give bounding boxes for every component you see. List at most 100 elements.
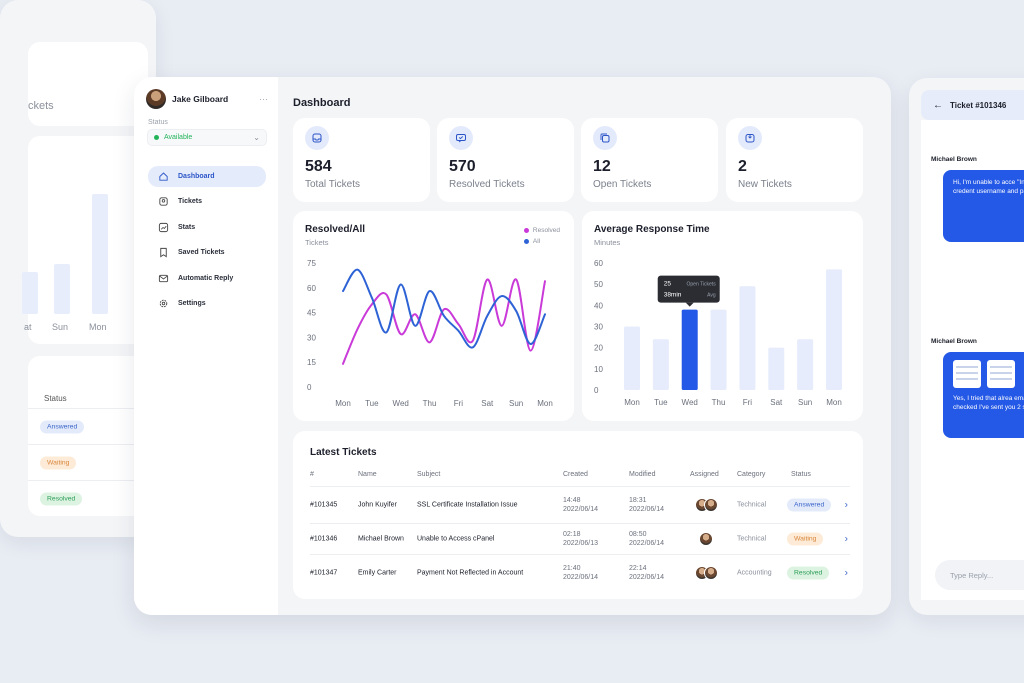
ticket-modified: 18:31 2022/06/14 (629, 496, 664, 514)
avatar (704, 566, 718, 580)
stat-label: New Tickets (738, 179, 792, 190)
sidebar-item-label: Saved Tickets (178, 249, 225, 257)
chart-ylabel: Tickets (305, 238, 329, 247)
tooltip-count-label: Open Tickets (687, 282, 717, 288)
chart-ylabel: Minutes (594, 238, 621, 247)
modified-date: 2022/06/14 (629, 506, 665, 513)
chart-bar[interactable] (624, 326, 640, 391)
chevron-right-icon[interactable]: › (844, 533, 848, 545)
status-header: Status (44, 394, 67, 403)
created-date: 2022/06/14 (563, 506, 599, 513)
stat-card-open[interactable]: 12 Open Tickets (581, 118, 718, 202)
chart-title: Resolved/All (305, 224, 366, 235)
ticket-name: John Kuyifer (358, 501, 397, 509)
stat-label: ckets (28, 100, 54, 112)
bar-highlighted[interactable] (681, 309, 698, 390)
stats-icon (158, 222, 169, 233)
message-sender: Michael Brown (931, 156, 977, 163)
sidebar-item-tickets[interactable]: Tickets (148, 191, 266, 212)
message-text: Yes, I tried that alrea email. I even ch… (953, 395, 1024, 411)
status-badge: Waiting (40, 456, 77, 469)
sidebar-item-label: Stats (178, 223, 196, 231)
column-header: Subject (417, 471, 441, 478)
legend-item-resolved: Resolved (523, 225, 560, 236)
chart-bar (92, 194, 108, 314)
chevron-right-icon[interactable]: › (844, 499, 848, 511)
ticket-category: Accounting (737, 569, 772, 577)
bar-chart: 60 50 40 30 20 10 0 Mon Tue Wed Thu Fri Sat Sun Mon 25 O… (594, 259, 842, 407)
status-badge: Answered (787, 498, 832, 512)
sidebar-item-saved-tickets[interactable]: Saved Tickets (148, 242, 266, 263)
resolved-all-chart-card: 75 60 45 30 15 0 Mon Tue Wed Thu Fri Sat Sun Mon Reso… (293, 211, 574, 421)
sidebar-item-automatic-reply[interactable]: Automatic Reply (148, 268, 266, 289)
arrow-left-icon[interactable]: ← (933, 99, 943, 111)
legend-label: All (532, 238, 541, 245)
status-select[interactable]: Available ⌄ (147, 129, 267, 146)
modified-time: 08:50 (629, 531, 647, 538)
ticket-modified: 22:14 2022/06/14 (629, 564, 664, 582)
ticket-category: Technical (737, 535, 767, 543)
ticket-icon (158, 196, 169, 207)
x-tick-label: Fri (454, 399, 464, 408)
x-tick-label: Tue (365, 399, 379, 408)
sidebar-item-label: Settings (178, 299, 206, 307)
chart-bar[interactable] (739, 286, 756, 390)
status-badge: Resolved (787, 566, 830, 580)
stat-value: 2 (738, 158, 747, 175)
ticket-id: #101346 (310, 535, 338, 543)
y-tick-label: 30 (594, 323, 603, 332)
x-tick-label: Wed (682, 398, 698, 407)
status-value: Available (164, 134, 193, 141)
chart-bar[interactable] (826, 269, 842, 390)
screenshot-thumbnail[interactable] (987, 360, 1015, 388)
more-icon[interactable]: ··· (259, 94, 268, 104)
assigned-avatars (695, 498, 718, 512)
resolved-icon (449, 126, 473, 150)
stat-label: Resolved Tickets (449, 179, 525, 190)
latest-tickets-table: Latest Tickets # Name Subject Created Mo… (293, 431, 863, 599)
page-title: Dashboard (293, 97, 351, 109)
table-row[interactable]: Waiting › (28, 444, 148, 480)
sidebar-item-label: Tickets (178, 198, 202, 206)
x-tick-label: Sun (798, 398, 812, 407)
stat-card-total[interactable]: 584 Total Tickets (293, 118, 430, 202)
stat-card-new[interactable]: 2 New Tickets (726, 118, 863, 202)
column-header: Assigned (690, 471, 719, 478)
modified-date: 2022/06/14 (629, 540, 665, 547)
x-tick-label: Wed (393, 399, 409, 408)
avatar (146, 89, 166, 109)
status-label: Status (148, 119, 168, 126)
main-content: Dashboard 584 Total Tickets 570 Resolved… (278, 77, 891, 615)
x-tick-label: Mon (624, 398, 640, 407)
ticket-id: #101347 (310, 569, 338, 577)
ticket-subject: Payment Not Reflected in Account (417, 569, 524, 577)
assigned-avatars (695, 566, 718, 580)
reply-placeholder: Type Reply... (950, 570, 994, 580)
chart-bar[interactable] (652, 339, 669, 390)
sidebar-item-stats[interactable]: Stats (148, 217, 266, 238)
sidebar-item-settings[interactable]: Settings (148, 293, 266, 314)
assigned-avatars (699, 532, 713, 546)
stat-card: ckets (28, 42, 148, 126)
table-row[interactable]: #101347 Emily Carter Payment Not Reflect… (310, 554, 850, 591)
table-row[interactable]: Resolved › (28, 480, 148, 516)
reply-input[interactable]: Type Reply... (935, 560, 1024, 590)
chevron-right-icon[interactable]: › (844, 567, 848, 579)
stat-card-resolved[interactable]: 570 Resolved Tickets (437, 118, 574, 202)
y-tick-label: 0 (307, 383, 312, 392)
chart-bar[interactable] (797, 339, 814, 390)
sidebar-item-dashboard[interactable]: Dashboard (148, 166, 266, 187)
ticket-created: 02:18 2022/06/13 (563, 530, 598, 548)
table-row[interactable]: Answered › (28, 408, 148, 444)
modified-date: 2022/06/14 (629, 574, 665, 581)
user-name: Jake Gilboard (172, 94, 229, 104)
table-row[interactable]: #101345 John Kuyifer SSL Certificate Ins… (310, 486, 850, 523)
screenshot-thumbnail[interactable] (953, 360, 981, 388)
user-profile[interactable]: Jake Gilboard ··· (146, 89, 268, 109)
chart-bar[interactable] (768, 347, 785, 390)
stat-value: 584 (305, 158, 332, 175)
chart-bar[interactable] (710, 309, 727, 390)
table-row[interactable]: #101346 Michael Brown Unable to Access c… (310, 523, 850, 554)
tooltip-count: 25 (664, 281, 672, 288)
mail-icon (158, 273, 169, 284)
